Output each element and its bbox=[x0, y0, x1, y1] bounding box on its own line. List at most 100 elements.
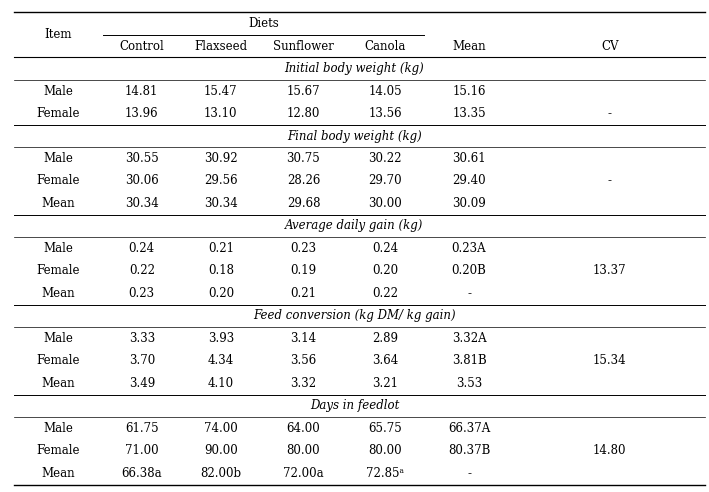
Text: 66.37A: 66.37A bbox=[448, 422, 490, 435]
Text: 29.56: 29.56 bbox=[204, 175, 238, 187]
Text: 4.10: 4.10 bbox=[208, 377, 234, 390]
Text: 0.24: 0.24 bbox=[129, 242, 155, 255]
Text: Male: Male bbox=[43, 422, 74, 435]
Text: 13.37: 13.37 bbox=[593, 265, 627, 277]
Text: Sunflower: Sunflower bbox=[273, 39, 334, 53]
Text: 29.68: 29.68 bbox=[286, 197, 320, 210]
Text: 30.00: 30.00 bbox=[368, 197, 402, 210]
Text: 66.38a: 66.38a bbox=[121, 467, 162, 480]
Text: 2.89: 2.89 bbox=[372, 332, 398, 345]
Text: 90.00: 90.00 bbox=[204, 444, 238, 458]
Text: 0.18: 0.18 bbox=[208, 265, 234, 277]
Text: Female: Female bbox=[37, 265, 80, 277]
Text: 0.20B: 0.20B bbox=[452, 265, 486, 277]
Text: 0.23: 0.23 bbox=[129, 287, 155, 300]
Text: 30.06: 30.06 bbox=[125, 175, 159, 187]
Text: 30.75: 30.75 bbox=[286, 152, 320, 165]
Text: 3.49: 3.49 bbox=[128, 377, 155, 390]
Text: 0.22: 0.22 bbox=[372, 287, 398, 300]
Text: Feed conversion (kg DM/ kg gain): Feed conversion (kg DM/ kg gain) bbox=[253, 309, 456, 322]
Text: 3.14: 3.14 bbox=[291, 332, 316, 345]
Text: -: - bbox=[467, 287, 471, 300]
Text: 71.00: 71.00 bbox=[125, 444, 159, 458]
Text: 3.64: 3.64 bbox=[372, 354, 398, 368]
Text: Average daily gain (kg): Average daily gain (kg) bbox=[285, 219, 424, 232]
Text: Diets: Diets bbox=[248, 17, 279, 30]
Text: 0.21: 0.21 bbox=[208, 242, 234, 255]
Text: 64.00: 64.00 bbox=[286, 422, 320, 435]
Text: 14.81: 14.81 bbox=[125, 85, 159, 97]
Text: 0.22: 0.22 bbox=[129, 265, 155, 277]
Text: Female: Female bbox=[37, 444, 80, 458]
Text: 28.26: 28.26 bbox=[286, 175, 320, 187]
Text: 30.09: 30.09 bbox=[452, 197, 486, 210]
Text: CV: CV bbox=[601, 39, 618, 53]
Text: -: - bbox=[608, 175, 612, 187]
Text: Male: Male bbox=[43, 242, 74, 255]
Text: 15.34: 15.34 bbox=[593, 354, 627, 368]
Text: 0.23: 0.23 bbox=[291, 242, 316, 255]
Text: Male: Male bbox=[43, 85, 74, 97]
Text: 0.19: 0.19 bbox=[291, 265, 316, 277]
Text: Final body weight (kg): Final body weight (kg) bbox=[287, 129, 422, 143]
Text: 13.56: 13.56 bbox=[368, 107, 402, 120]
Text: 12.80: 12.80 bbox=[286, 107, 320, 120]
Text: 72.85ᵃ: 72.85ᵃ bbox=[366, 467, 404, 480]
Text: Mean: Mean bbox=[42, 287, 75, 300]
Text: 74.00: 74.00 bbox=[204, 422, 238, 435]
Text: 82.00b: 82.00b bbox=[200, 467, 242, 480]
Text: 3.70: 3.70 bbox=[128, 354, 155, 368]
Text: 3.21: 3.21 bbox=[372, 377, 398, 390]
Text: Male: Male bbox=[43, 332, 74, 345]
Text: 3.32: 3.32 bbox=[291, 377, 316, 390]
Text: Female: Female bbox=[37, 354, 80, 368]
Text: 80.00: 80.00 bbox=[286, 444, 320, 458]
Text: Mean: Mean bbox=[42, 377, 75, 390]
Text: Mean: Mean bbox=[452, 39, 486, 53]
Text: 3.56: 3.56 bbox=[290, 354, 317, 368]
Text: 72.00a: 72.00a bbox=[283, 467, 324, 480]
Text: 14.05: 14.05 bbox=[368, 85, 402, 97]
Text: 30.55: 30.55 bbox=[125, 152, 159, 165]
Text: 3.81B: 3.81B bbox=[452, 354, 486, 368]
Text: 0.24: 0.24 bbox=[372, 242, 398, 255]
Text: 13.96: 13.96 bbox=[125, 107, 159, 120]
Text: Flaxseed: Flaxseed bbox=[194, 39, 247, 53]
Text: Mean: Mean bbox=[42, 467, 75, 480]
Text: 80.00: 80.00 bbox=[368, 444, 402, 458]
Text: 30.34: 30.34 bbox=[204, 197, 238, 210]
Text: 15.47: 15.47 bbox=[204, 85, 238, 97]
Text: Male: Male bbox=[43, 152, 74, 165]
Text: 3.33: 3.33 bbox=[128, 332, 155, 345]
Text: 0.20: 0.20 bbox=[208, 287, 234, 300]
Text: 3.32A: 3.32A bbox=[452, 332, 486, 345]
Text: Female: Female bbox=[37, 107, 80, 120]
Text: Item: Item bbox=[45, 29, 72, 41]
Text: 29.70: 29.70 bbox=[368, 175, 402, 187]
Text: 65.75: 65.75 bbox=[368, 422, 402, 435]
Text: 30.22: 30.22 bbox=[368, 152, 402, 165]
Text: 13.10: 13.10 bbox=[204, 107, 238, 120]
Text: -: - bbox=[608, 107, 612, 120]
Text: 61.75: 61.75 bbox=[125, 422, 159, 435]
Text: 14.80: 14.80 bbox=[593, 444, 627, 458]
Text: 3.53: 3.53 bbox=[456, 377, 482, 390]
Text: 15.67: 15.67 bbox=[286, 85, 320, 97]
Text: 29.40: 29.40 bbox=[452, 175, 486, 187]
Text: 30.34: 30.34 bbox=[125, 197, 159, 210]
Text: Control: Control bbox=[119, 39, 164, 53]
Text: Initial body weight (kg): Initial body weight (kg) bbox=[284, 62, 425, 75]
Text: 4.34: 4.34 bbox=[208, 354, 234, 368]
Text: 15.16: 15.16 bbox=[452, 85, 486, 97]
Text: 0.21: 0.21 bbox=[291, 287, 316, 300]
Text: -: - bbox=[467, 467, 471, 480]
Text: 0.23A: 0.23A bbox=[452, 242, 486, 255]
Text: 30.92: 30.92 bbox=[204, 152, 238, 165]
Text: Days in feedlot: Days in feedlot bbox=[310, 400, 399, 412]
Text: 80.37B: 80.37B bbox=[448, 444, 490, 458]
Text: 30.61: 30.61 bbox=[452, 152, 486, 165]
Text: 13.35: 13.35 bbox=[452, 107, 486, 120]
Text: 3.93: 3.93 bbox=[208, 332, 234, 345]
Text: Canola: Canola bbox=[364, 39, 406, 53]
Text: Mean: Mean bbox=[42, 197, 75, 210]
